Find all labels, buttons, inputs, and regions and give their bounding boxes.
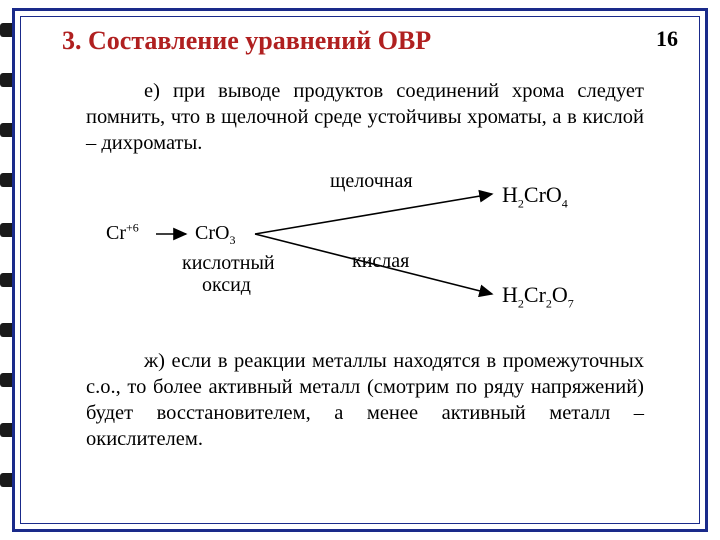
binder-notch [0,23,12,37]
label-alkaline: щелочная [330,170,413,193]
label-acidic: кислая [352,250,409,273]
label-cro3: CrO3 [195,222,235,245]
paragraph-e: е) при выводе продуктов соединений хрома… [86,78,644,156]
page-title: 3. Составление уравнений ОВР [62,26,431,56]
label-acid-oxide-1: кислотный [182,252,275,275]
chromium-diagram: Cr+6 CrO3 кислотный оксид щелочная кисла… [100,164,620,334]
binder-notch [0,73,12,87]
binder-notch [0,273,12,287]
binder-notch [0,123,12,137]
label-cr6: Cr+6 [106,222,139,245]
binder-notch [0,473,12,487]
binder-notch [0,223,12,237]
binder-notch [0,173,12,187]
binder-notch [0,373,12,387]
product-chromate: H2CrO4 [502,182,568,208]
page-number: 16 [656,26,678,52]
binder-strip [0,0,12,540]
binder-notch [0,423,12,437]
binder-notch [0,323,12,337]
label-acid-oxide-2: оксид [202,274,251,297]
paragraph-zh: ж) если в реакции металлы находятся в пр… [86,348,644,452]
product-dichromate: H2Cr2O7 [502,282,574,308]
